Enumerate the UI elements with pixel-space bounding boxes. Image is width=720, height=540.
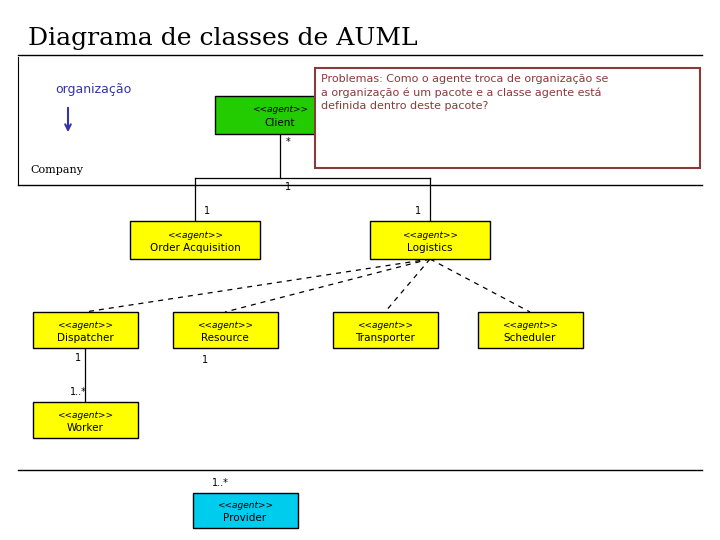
Text: <<agent>>: <<agent>> [167,231,223,240]
Text: *: * [286,137,290,147]
Bar [370,221,490,259]
Text: <<agent>>: <<agent>> [57,410,113,420]
Text: Scheduler: Scheduler [504,333,556,343]
Bar [33,312,138,348]
Text: <<agent>>: <<agent>> [402,231,458,240]
Text: 1..*: 1..* [212,478,228,488]
Text: <<agent>>: <<agent>> [197,321,253,329]
Bar [215,96,345,134]
Text: <<agent>>: <<agent>> [502,321,558,329]
Bar [315,68,700,168]
Text: Order Acquisition: Order Acquisition [150,243,240,253]
Bar [130,221,260,259]
Text: 1: 1 [415,206,421,216]
Text: 1: 1 [285,183,291,192]
Text: <<agent>>: <<agent>> [217,501,273,510]
Text: <<agent>>: <<agent>> [252,105,308,114]
Bar [173,312,278,348]
Text: Provider: Provider [223,513,266,523]
Bar [193,493,298,528]
Text: Company: Company [30,165,83,175]
Text: Logistics: Logistics [408,243,453,253]
Text: Worker: Worker [66,423,104,433]
Bar [33,402,138,438]
Text: Problemas: Como o agente troca de organização se
a organização é um pacote e a c: Problemas: Como o agente troca de organi… [321,74,608,111]
Text: Diagrama de classes de AUML: Diagrama de classes de AUML [28,26,418,50]
Bar [478,312,583,348]
Text: Dispatcher: Dispatcher [57,333,113,343]
Text: 1: 1 [75,353,81,363]
Bar [333,312,438,348]
Text: organização: organização [55,84,131,97]
Text: 1: 1 [202,355,208,365]
Text: 1: 1 [204,206,210,216]
Text: Transporter: Transporter [355,333,415,343]
Text: 1..*: 1..* [70,387,86,397]
Text: Resource: Resource [201,333,249,343]
Text: <<agent>>: <<agent>> [57,321,113,329]
Text: <<agent>>: <<agent>> [357,321,413,329]
Text: Client: Client [265,118,295,128]
